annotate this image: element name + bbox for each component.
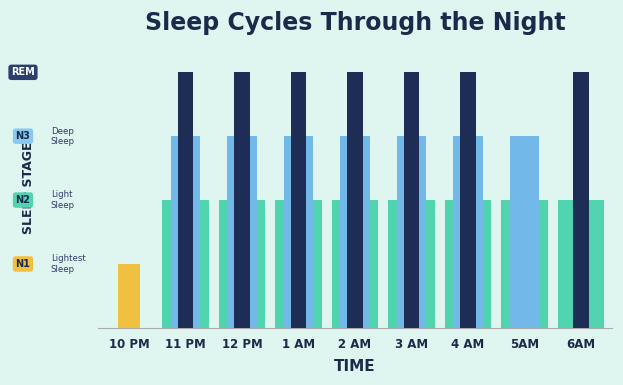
Text: Lightest
Sleep: Lightest Sleep <box>50 254 85 274</box>
Bar <box>234 72 250 328</box>
Text: REM: REM <box>11 67 35 77</box>
Bar <box>275 200 321 328</box>
Bar <box>453 136 483 328</box>
Text: N3: N3 <box>16 131 31 141</box>
Bar <box>118 264 140 328</box>
Bar <box>397 136 426 328</box>
Title: Sleep Cycles Through the Night: Sleep Cycles Through the Night <box>145 11 565 35</box>
Bar <box>219 200 265 328</box>
Bar <box>290 72 307 328</box>
Bar <box>558 200 604 328</box>
Bar <box>163 200 209 328</box>
Text: N2: N2 <box>16 195 31 205</box>
Bar <box>445 200 491 328</box>
Text: N1: N1 <box>16 259 31 269</box>
Y-axis label: SLEEP STAGE: SLEEP STAGE <box>22 141 35 234</box>
Text: Light
Sleep: Light Sleep <box>50 190 75 210</box>
Bar <box>573 72 589 328</box>
Bar <box>460 72 476 328</box>
Text: Deep
Sleep: Deep Sleep <box>50 127 75 146</box>
Bar <box>404 72 419 328</box>
Bar <box>227 136 257 328</box>
Bar <box>284 136 313 328</box>
Bar <box>510 136 539 328</box>
Bar <box>501 200 548 328</box>
Bar <box>340 136 369 328</box>
Bar <box>347 72 363 328</box>
Bar <box>388 200 435 328</box>
X-axis label: TIME: TIME <box>334 359 376 374</box>
Bar <box>332 200 378 328</box>
Bar <box>171 136 200 328</box>
Bar <box>178 72 193 328</box>
